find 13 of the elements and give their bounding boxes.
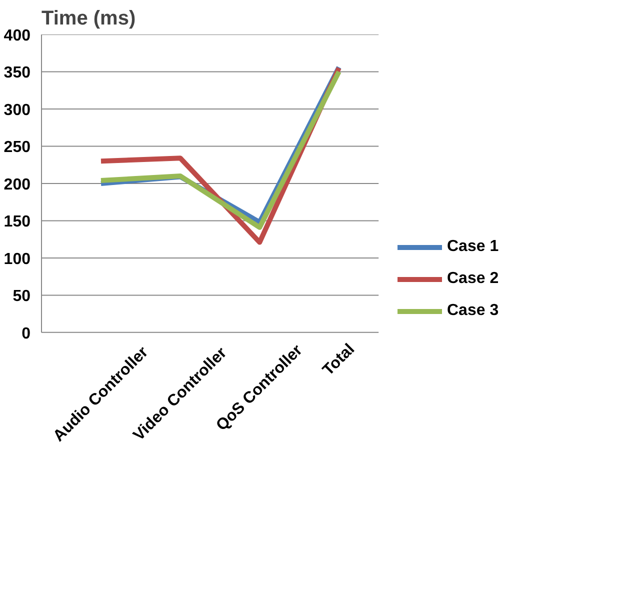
y-tick-label: 50 xyxy=(12,288,31,306)
legend-label: Case 2 xyxy=(447,270,499,288)
legend-label: Case 1 xyxy=(447,238,499,256)
y-tick-label: 300 xyxy=(4,102,31,119)
y-tick-label: 350 xyxy=(4,64,31,82)
y-tick-label: 250 xyxy=(4,139,31,156)
y-tick-label: 150 xyxy=(4,214,31,231)
chart-title: Time (ms) xyxy=(42,8,136,30)
y-tick-label: 0 xyxy=(22,325,31,342)
legend-label: Case 3 xyxy=(447,302,499,320)
y-tick-label: 200 xyxy=(4,176,31,194)
y-tick-label: 100 xyxy=(4,250,31,268)
y-tick-label: 400 xyxy=(4,28,31,44)
